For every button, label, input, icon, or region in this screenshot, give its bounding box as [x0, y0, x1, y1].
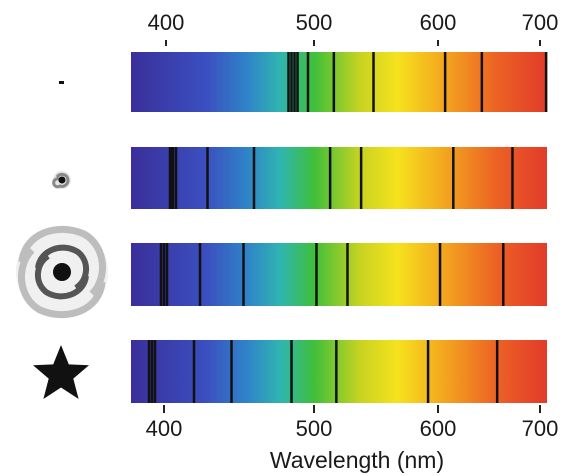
absorption-lines	[147, 340, 499, 403]
spectrum-band	[131, 147, 547, 209]
absorption-lines	[168, 147, 514, 209]
bottom-tick-label: 600	[420, 416, 457, 441]
large-spiral-galaxy-icon	[16, 225, 108, 319]
spectrum-row-large-spiral	[131, 243, 547, 306]
top-axis: 400 500 600 700	[148, 10, 559, 46]
top-tick-label: 500	[296, 10, 333, 35]
top-tick-label: 700	[522, 10, 559, 35]
absorption-lines	[159, 243, 505, 306]
spectrum-band	[131, 340, 547, 403]
top-tick-label: 600	[420, 10, 457, 35]
absorption-lines	[287, 52, 548, 112]
bottom-axis: 400 500 600 700 Wavelength (nm)	[146, 405, 559, 473]
spectrum-row-small-spiral	[131, 147, 547, 209]
spectrum-row-star	[131, 340, 547, 403]
spectrum-band	[131, 52, 547, 112]
spectrum-bands	[131, 52, 548, 403]
object-icons	[16, 81, 108, 399]
small-spiral-galaxy-icon	[52, 171, 71, 189]
star-icon	[33, 345, 89, 399]
bottom-tick-label: 400	[146, 416, 183, 441]
spectrum-row-dot	[131, 52, 548, 112]
axis-title: Wavelength (nm)	[270, 447, 444, 473]
top-tick-label: 400	[148, 10, 185, 35]
bottom-tick-label: 500	[296, 416, 333, 441]
dot-icon	[59, 81, 64, 84]
spectrum-band	[131, 243, 547, 306]
bottom-tick-label: 700	[522, 416, 559, 441]
